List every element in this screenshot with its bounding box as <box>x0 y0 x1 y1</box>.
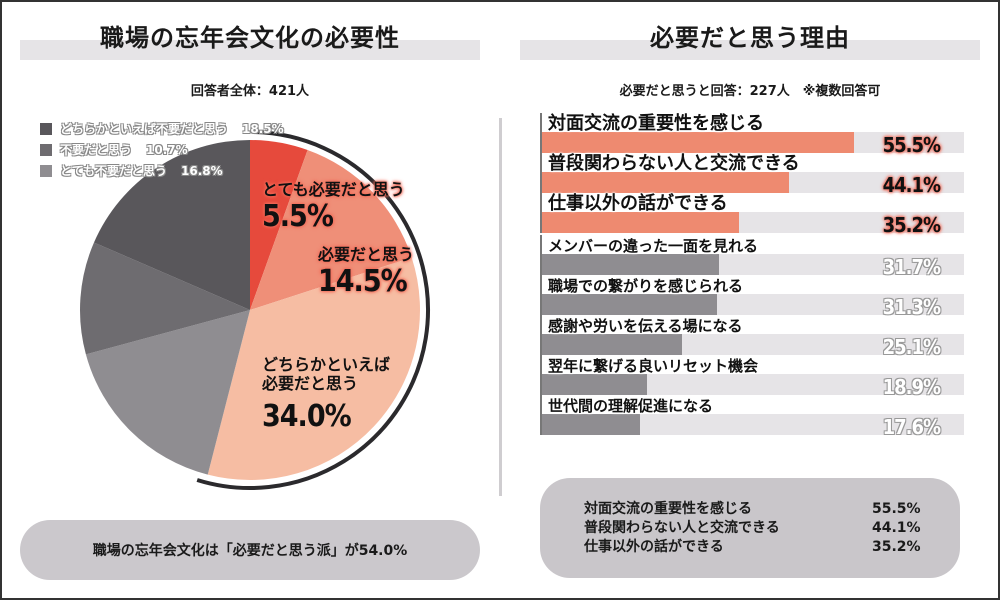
right-title-band <box>520 40 980 60</box>
bar-pct: 25.1% <box>882 335 941 359</box>
legend-swatch <box>40 164 52 177</box>
top3-label: 仕事以外の話ができる <box>584 539 724 555</box>
bar-fill <box>540 374 647 395</box>
bar-label: 感謝や労いを伝える場になる <box>548 317 743 335</box>
bar-label: 対面交流の重要性を感じる <box>548 113 764 134</box>
bar-pct: 31.7% <box>882 255 941 279</box>
bar-row: 世代間の理解促進になる 17.6% <box>540 395 964 439</box>
necessary-bracket-arc <box>196 130 430 490</box>
bar-pct: 35.2% <box>882 213 941 237</box>
pie-label-very-necessary: とても必要だと思う 5.5% <box>262 180 405 235</box>
left-title-band <box>20 40 480 60</box>
bar-tick <box>540 235 542 275</box>
top3-label: 普段関わらない人と交流できる <box>584 520 780 536</box>
bar-label: 世代間の理解促進になる <box>548 397 714 415</box>
bar-pct: 55.5% <box>882 133 941 157</box>
bar-track <box>540 414 964 435</box>
bar-row: メンバーの違った一面を見れる 31.7% <box>540 235 964 279</box>
left-title: 職場の忘年会文化の必要性 <box>100 24 400 52</box>
legend-pct: 10.7% <box>146 142 188 157</box>
legend-item: とても不要だと思う 16.8% <box>40 160 284 181</box>
top3-row: 対面交流の重要性を感じる 55.5% <box>584 500 960 519</box>
bar-row: 仕事以外の話ができる 35.2% <box>540 193 964 237</box>
pie-legend: どちらかといえば不要だと思う 18.5% 不要だと思う 10.7% とても不要だ… <box>40 118 284 181</box>
legend-label: どちらかといえば不要だと思う <box>60 122 229 136</box>
panel-divider <box>499 118 502 496</box>
bar-tick <box>540 355 542 395</box>
bar-fill <box>540 254 720 275</box>
pie-label-text: とても必要だと思う <box>262 180 405 199</box>
bar-row: 翌年に繋げる良いリセット機会 18.9% <box>540 355 964 399</box>
pie-label-necessary: 必要だと思う 14.5% <box>318 245 414 300</box>
bar-tick <box>540 275 542 315</box>
bar-label: 職場での繋がりを感じられる <box>548 277 744 295</box>
bar-tick <box>540 153 542 193</box>
legend-pct: 16.8% <box>181 163 223 178</box>
bar-label: 翌年に繋げる良いリセット機会 <box>548 357 759 375</box>
bar-pct: 31.3% <box>882 295 941 319</box>
top3-pct: 44.1% <box>872 520 921 536</box>
left-subtitle: 回答者全体：421人 <box>190 84 310 99</box>
right-subtitle: 必要だと思うと回答：227人 ※複数回答可 <box>619 84 881 99</box>
bar-fill <box>540 172 790 193</box>
bar-label: 仕事以外の話ができる <box>548 193 728 214</box>
bar-fill <box>540 414 640 435</box>
bar-fill <box>540 212 739 233</box>
pie-slice <box>207 257 420 480</box>
bar-row: 普段関わらない人と交流できる 44.1% <box>540 153 964 197</box>
bar-row: 感謝や労いを伝える場になる 25.1% <box>540 315 964 359</box>
bar-row: 職場での繋がりを感じられる 31.3% <box>540 275 964 319</box>
bar-tick <box>540 315 542 355</box>
bar-pct: 17.6% <box>882 415 941 439</box>
pie-label-text: 必要だと思う <box>318 245 415 264</box>
pie-label-pct: 14.5% <box>318 264 408 299</box>
top3-pct: 55.5% <box>872 501 921 517</box>
summary-pill: 職場の忘年会文化は「必要だと思う派」が54.0% <box>20 520 480 580</box>
pie-slice <box>85 310 250 475</box>
bar-pct: 18.9% <box>882 375 941 399</box>
legend-swatch <box>40 122 52 135</box>
bar-pct: 44.1% <box>882 173 941 197</box>
top3-row: 仕事以外の話ができる 35.2% <box>584 538 960 557</box>
pie-label-text: 必要だと思う <box>262 374 359 393</box>
pie-label-text: どちらかといえば <box>262 355 391 374</box>
bar-label: メンバーの違った一面を見れる <box>548 237 759 255</box>
top3-pct: 35.2% <box>872 539 921 555</box>
bar-tick <box>540 113 542 153</box>
legend-item: どちらかといえば不要だと思う 18.5% <box>40 118 284 139</box>
bar-fill <box>540 132 854 153</box>
top3-label: 対面交流の重要性を感じる <box>584 501 752 517</box>
right-title: 必要だと思う理由 <box>650 24 850 52</box>
left-title-block: 職場の忘年会文化の必要性 <box>20 0 480 60</box>
legend-pct: 18.5% <box>242 121 284 136</box>
right-title-block: 必要だと思う理由 <box>520 0 980 60</box>
bar-tick <box>540 193 542 233</box>
legend-label: とても不要だと思う <box>60 164 168 178</box>
bar-row: 対面交流の重要性を感じる 55.5% <box>540 113 964 157</box>
pie-label-somewhat-necessary: どちらかといえば 必要だと思う 34.0% <box>262 355 390 435</box>
top3-summary-box: 対面交流の重要性を感じる 55.5% 普段関わらない人と交流できる 44.1% … <box>540 478 960 578</box>
legend-item: 不要だと思う 10.7% <box>40 139 284 160</box>
pie-label-pct: 34.0% <box>262 399 352 434</box>
pie-slice <box>250 140 308 310</box>
bar-fill <box>540 334 682 355</box>
top3-row: 普段関わらない人と交流できる 44.1% <box>584 519 960 538</box>
pie-slice <box>80 242 250 355</box>
legend-swatch <box>40 143 52 156</box>
legend-label: 不要だと思う <box>60 143 133 157</box>
bar-label: 普段関わらない人と交流できる <box>548 153 800 174</box>
pie-slice <box>250 150 412 310</box>
bar-tick <box>540 395 542 435</box>
pie-slice <box>93 140 250 310</box>
pie-label-pct: 5.5% <box>262 199 334 234</box>
bar-fill <box>540 294 717 315</box>
